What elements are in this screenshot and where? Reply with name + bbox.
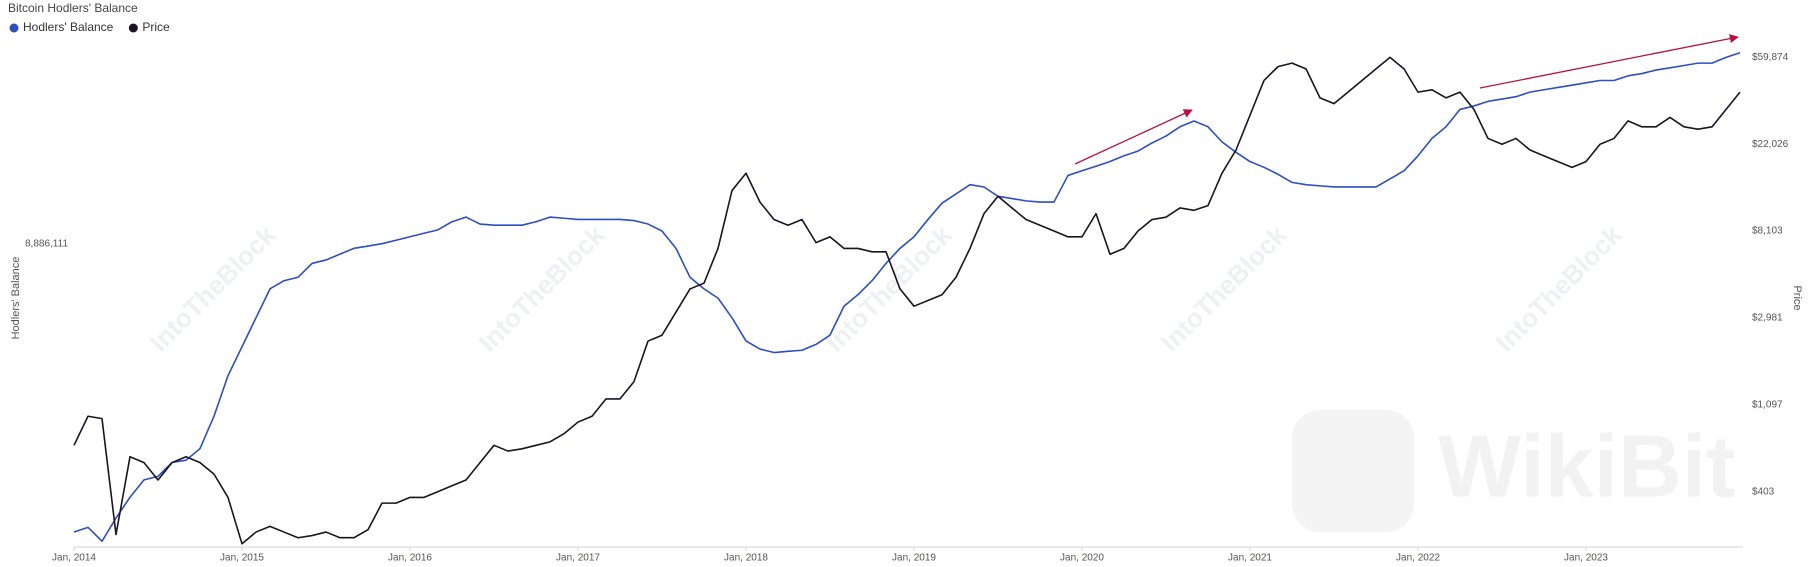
x-tick-label: Jan, 2023 (1564, 553, 1608, 564)
y2-tick-label: $22,026 (1752, 139, 1789, 150)
legend-label: Hodlers' Balance (23, 20, 114, 34)
series-line (73, 51, 1741, 543)
y2-axis-label: Price (1791, 285, 1803, 310)
x-tick-label: Jan, 2021 (1228, 553, 1272, 564)
watermark: WikiBit (1438, 416, 1735, 515)
y2-tick-label: $403 (1752, 486, 1775, 497)
x-tick-label: Jan, 2014 (52, 553, 96, 564)
x-tick-label: Jan, 2020 (1060, 553, 1104, 564)
y-tick-label: 8,886,111 (25, 238, 68, 249)
legend-label: Price (142, 20, 170, 34)
y-axis-label: Hodlers' Balance (10, 257, 22, 340)
x-tick-label: Jan, 2022 (1396, 553, 1440, 564)
watermark-logo (1292, 410, 1414, 532)
watermark: IntoTheBlock (1490, 219, 1628, 357)
annotation-arrow (1074, 109, 1193, 165)
watermark: IntoTheBlock (1155, 219, 1293, 357)
y2-tick-label: $8,103 (1752, 226, 1783, 237)
x-tick-label: Jan, 2018 (724, 553, 768, 564)
y2-tick-label: $59,874 (1752, 52, 1789, 63)
x-tick-label: Jan, 2017 (556, 553, 600, 564)
watermark: IntoTheBlock (820, 219, 958, 357)
x-tick-label: Jan, 2019 (892, 553, 936, 564)
watermark: IntoTheBlock (473, 219, 611, 357)
legend-marker (128, 23, 138, 33)
y2-tick-label: $2,981 (1752, 313, 1783, 324)
y2-tick-label: $1,097 (1752, 399, 1783, 410)
chart-title: Bitcoin Hodlers' Balance (8, 1, 138, 15)
watermark: IntoTheBlock (144, 219, 282, 357)
x-tick-label: Jan, 2016 (388, 553, 432, 564)
legend-marker (9, 23, 19, 33)
annotation-arrow (1479, 34, 1739, 89)
watermark-layer: WikiBit IntoTheBlock IntoTheBlock IntoTheB… (144, 219, 1735, 532)
x-tick-label: Jan, 2015 (220, 553, 264, 564)
series-line (73, 56, 1741, 545)
